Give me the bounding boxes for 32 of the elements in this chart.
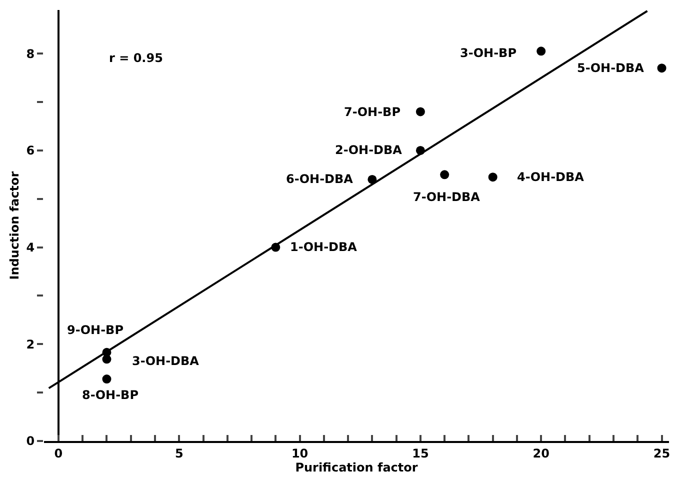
annotation: 3-OH-DBA	[132, 354, 200, 368]
point	[657, 64, 666, 73]
annotation: 6-OH-DBA	[286, 172, 354, 186]
annotation: 4-OH-DBA	[517, 170, 585, 184]
annotation: 2-OH-DBA	[335, 143, 403, 157]
y-tick-label: 2	[26, 337, 35, 352]
annotation: 5-OH-DBA	[577, 61, 645, 75]
annotation: 7-OH-BP	[344, 105, 401, 119]
point	[536, 46, 546, 56]
annotation: 9-OH-BP	[67, 323, 124, 337]
annotation: r = 0.95	[109, 51, 163, 65]
x-tick-label: 25	[653, 446, 670, 460]
x-axis-title: Purification factor	[295, 460, 418, 474]
x-tick-label: 0	[54, 446, 63, 460]
annotation: 3-OH-BP	[460, 46, 517, 60]
y-tick-label: 8	[26, 46, 35, 61]
x-tick-label: 5	[174, 446, 184, 460]
y-tick-label: 6	[26, 144, 35, 158]
annotation: 7-OH-DBA	[413, 190, 481, 204]
point	[488, 172, 498, 182]
annotation: 8-OH-BP	[82, 388, 139, 402]
annotation: 1-OH-DBA	[290, 240, 358, 254]
y-tick-label: 0	[26, 434, 35, 448]
y-tick-label: 4	[26, 240, 35, 254]
point	[440, 170, 450, 180]
y-axis-title: Induction factor	[8, 171, 22, 280]
point	[102, 354, 112, 364]
x-tick-label: 15	[412, 446, 429, 460]
x-tick-label: 10	[291, 446, 308, 460]
point	[416, 107, 425, 116]
x-tick-label: 20	[532, 446, 550, 460]
point	[102, 374, 112, 384]
